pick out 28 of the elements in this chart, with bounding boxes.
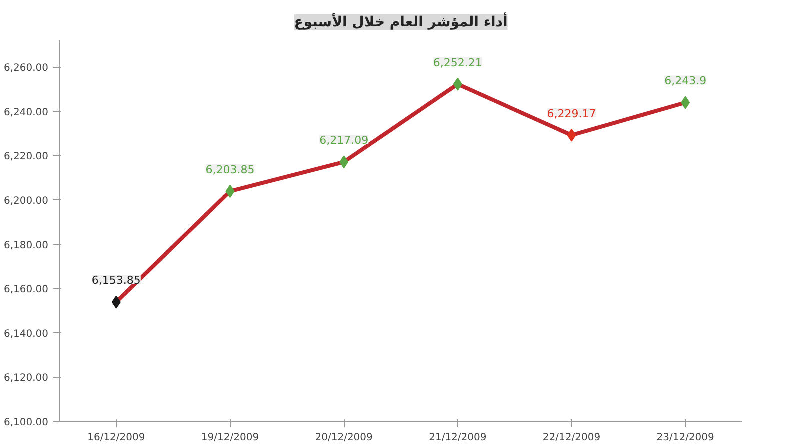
x-tick-label: 22/12/2009 xyxy=(542,432,601,444)
point xyxy=(567,128,576,142)
point xyxy=(681,96,690,110)
data-label: 6,203.85 xyxy=(206,163,255,176)
point xyxy=(340,156,349,169)
point xyxy=(453,78,462,91)
y-tick-label: 6,140.00 xyxy=(4,328,48,340)
y-tick-label: 6,100.00 xyxy=(4,418,48,428)
y-tick-label: 6,220.00 xyxy=(4,152,48,163)
y-tick-label: 6,160.00 xyxy=(4,284,48,296)
data-label: 6,229.17 xyxy=(547,107,596,120)
y-tick-label: 6,120.00 xyxy=(4,373,48,384)
data-label: 6,153.85 xyxy=(92,274,141,288)
y-tick-label: 6,240.00 xyxy=(4,107,48,118)
y-tick-label: 6,260.00 xyxy=(4,63,48,74)
x-tick-label: 21/12/2009 xyxy=(429,432,487,444)
data-label: 6,217.09 xyxy=(320,134,369,148)
x-tick-label: 23/12/2009 xyxy=(656,432,714,444)
y-tick-label: 6,200.00 xyxy=(4,196,48,207)
x-tick-label: 19/12/2009 xyxy=(201,432,260,444)
point xyxy=(112,296,121,309)
x-tick-label: 16/12/2009 xyxy=(88,432,146,444)
point xyxy=(226,184,235,198)
data-label: 6,252.21 xyxy=(433,56,482,70)
x-tick-label: 20/12/2009 xyxy=(315,432,373,444)
data-label: 6,243.9 xyxy=(664,74,707,88)
chart-title: أداء المؤشر العام خلال الأسبوع xyxy=(294,12,508,30)
y-tick-label: 6,180.00 xyxy=(4,240,48,252)
